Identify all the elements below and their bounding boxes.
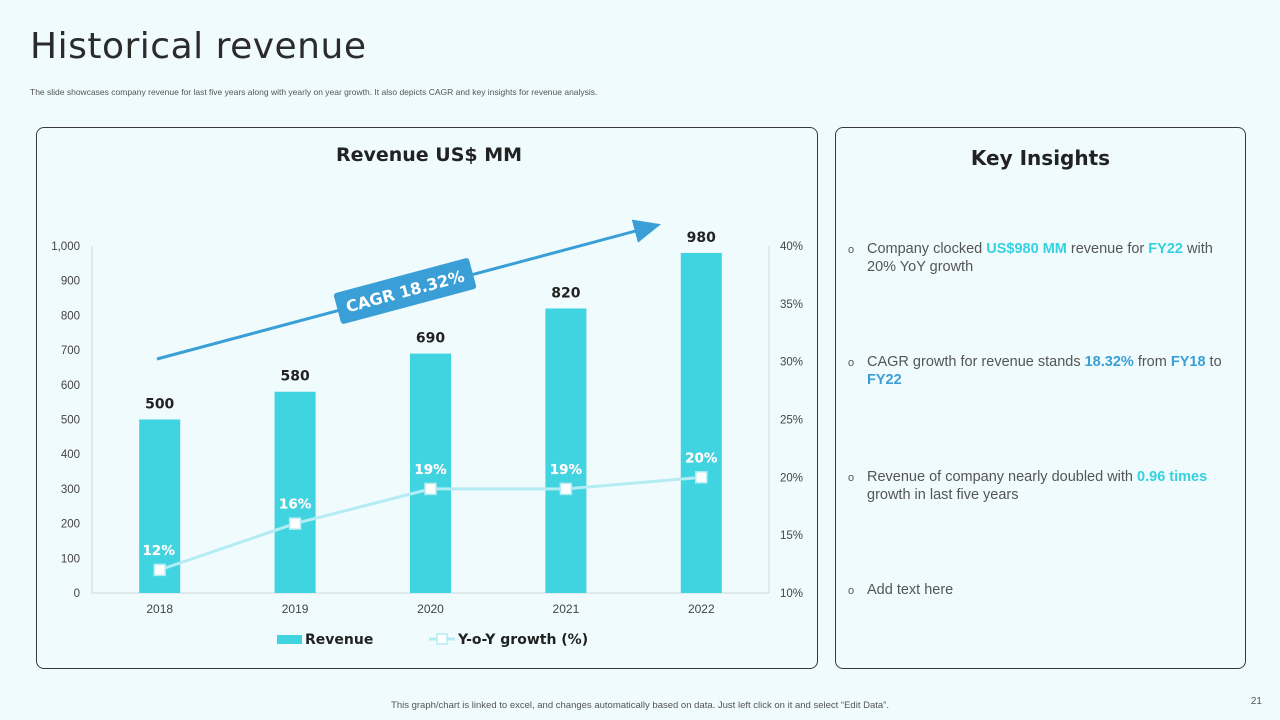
y2-tick-label: 10% (780, 588, 803, 600)
insight-text: Company clocked US$980 MM revenue for FY… (867, 240, 1227, 276)
insights-panel: Key Insights o Company clocked US$980 MM … (835, 127, 1246, 669)
growth-point (424, 482, 437, 496)
growth-point (559, 482, 573, 496)
legend-growth-marker (436, 633, 448, 645)
growth-point (288, 517, 302, 530)
revenue-bar (274, 391, 316, 593)
y-tick-label: 600 (61, 380, 80, 392)
y2-tick-label: 30% (780, 357, 803, 369)
insight-text-part: from (1133, 354, 1171, 370)
insight-text-part: revenue for (1066, 241, 1149, 257)
y2-tick-label: 15% (780, 530, 803, 542)
insight-text: Add text here (867, 581, 1227, 599)
bar-value-label: 980 (687, 230, 716, 246)
insights-title: Key Insights (970, 146, 1111, 170)
bar-value-label: 690 (416, 331, 445, 347)
revenue-bar (680, 252, 722, 593)
x-tick-label: 2022 (688, 602, 715, 616)
insight-text: CAGR growth for revenue stands 18.32% fr… (867, 353, 1227, 389)
insight-text-part: Add text here (867, 582, 954, 598)
insight-text: Revenue of company nearly doubled with 0… (867, 468, 1227, 504)
x-tick-label: 2019 (282, 602, 309, 616)
x-tick-label: 2020 (417, 602, 444, 616)
growth-value-label: 19% (414, 462, 447, 478)
legend-revenue-swatch (277, 635, 302, 644)
y2-tick-label: 35% (780, 299, 803, 311)
bar-value-label: 820 (551, 285, 580, 301)
slide-subtitle: The slide showcases company revenue for … (30, 87, 598, 97)
page-number: 21 (1250, 696, 1262, 707)
insight-text-part: to (1205, 354, 1222, 370)
y-tick-label: 900 (61, 276, 80, 288)
chart-title: Revenue US$ MM (336, 144, 522, 166)
y-tick-label: 700 (61, 345, 80, 357)
footer-note: This graph/chart is linked to excel, and… (391, 700, 889, 711)
chart-panel: Revenue US$ MM 0 100 200 300 400 500 600 700 800 9… (36, 127, 818, 669)
insight-text-part: Company clocked (867, 241, 987, 257)
cagr-badge: CAGR 18.32% (333, 258, 477, 324)
bullet-icon: o (848, 585, 855, 597)
y-tick-label: 400 (61, 449, 80, 461)
insight-highlight: FY22 (1148, 241, 1183, 257)
revenue-bar (410, 353, 451, 593)
insight-text-part: Revenue of company nearly doubled with (867, 469, 1138, 485)
revenue-bar (545, 308, 587, 593)
growth-value-label: 16% (279, 497, 312, 513)
y2-tick-label: 20% (780, 472, 803, 484)
y2-tick-label: 40% (780, 241, 803, 253)
y-tick-label: 500 (61, 415, 80, 427)
insight-highlight: US$980 MM (986, 241, 1067, 257)
y-tick-label: 1,000 (51, 241, 80, 253)
growth-value-label: 19% (550, 462, 583, 478)
bullet-icon: o (848, 244, 855, 256)
bullet-icon: o (848, 472, 855, 484)
legend-growth-label: Y-o-Y growth (%) (457, 632, 588, 648)
bar-value-label: 580 (280, 369, 309, 385)
growth-point (153, 563, 166, 577)
insight-highlight: 18.32% (1084, 354, 1134, 370)
y-tick-label: 800 (61, 310, 80, 322)
y2-tick-label: 25% (780, 415, 803, 427)
insight-text-part: CAGR growth for revenue stands (867, 354, 1085, 370)
insight-text-part: growth in last five years (867, 487, 1019, 503)
x-tick-label: 2018 (146, 602, 173, 616)
bar-value-label: 500 (145, 397, 174, 413)
insight-text-part: with 20% YoY growth (867, 241, 1213, 275)
insight-highlight: FY18 (1170, 354, 1206, 370)
cagr-badge-bg (333, 258, 477, 324)
insight-highlight: 0.96 times (1137, 469, 1208, 485)
y-tick-label: 300 (61, 484, 80, 496)
growth-point (695, 471, 708, 484)
y-tick-label: 100 (61, 553, 80, 565)
growth-value-label: 12% (143, 543, 176, 559)
y-tick-label: 200 (61, 519, 80, 531)
revenue-chart[interactable]: Revenue US$ MM 0 100 200 300 400 500 600 700 800 9… (37, 128, 817, 668)
growth-value-label: 20% (685, 450, 718, 466)
y-tick-label: 0 (74, 588, 80, 600)
slide-title: Historical revenue (30, 26, 367, 67)
legend-revenue-label: Revenue (305, 632, 373, 648)
x-tick-label: 2021 (553, 602, 580, 616)
insight-highlight: FY22 (867, 372, 902, 388)
bullet-icon: o (848, 357, 855, 369)
